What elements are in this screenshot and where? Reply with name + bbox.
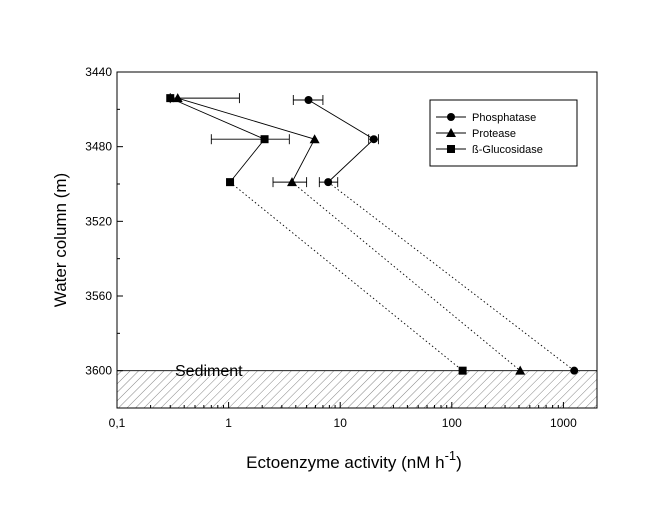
phosphatase-sediment-point — [570, 366, 579, 375]
y-tick-label: 3440 — [85, 65, 112, 79]
y-tick-label: 3520 — [85, 214, 112, 228]
x-axis-title-superscript: -1 — [445, 448, 457, 463]
glucosidase-line — [170, 97, 266, 183]
legend-marker-phosphatase — [447, 113, 455, 121]
protease-sediment-line — [291, 181, 521, 372]
glucosidase-point — [260, 135, 269, 144]
legend-marker-glucosidase — [447, 145, 455, 153]
y-tick-label: 3480 — [85, 140, 112, 154]
legend-label-protease: Protease — [472, 128, 516, 140]
y-tick-label: 3560 — [85, 289, 112, 303]
protease-point — [309, 134, 320, 144]
sediment-label: Sediment — [175, 363, 243, 380]
x-tick-label: 0,1 — [109, 416, 126, 430]
phosphatase-point — [304, 96, 313, 104]
sediment-band — [117, 370, 597, 408]
phosphatase-point — [369, 135, 378, 144]
y-axis-title: Water column (m) — [51, 173, 70, 307]
x-tick-label: 1 — [225, 416, 232, 430]
legend-marker-protease — [446, 128, 456, 137]
protease-sediment-point — [515, 365, 526, 375]
glucosidase-sediment-point — [458, 366, 467, 375]
protease-point — [287, 177, 298, 187]
legend: Phosphatase Protease ß-Glucosidase — [429, 99, 578, 167]
x-axis-title: Ectoenzyme activity (nM h-1) — [246, 448, 462, 472]
legend-label-glucosidase: ß-Glucosidase — [472, 144, 543, 156]
glucosidase-point — [166, 94, 175, 103]
x-tick-label: 10 — [334, 416, 348, 430]
phosphatase-sediment-line — [327, 181, 575, 372]
legend-label-phosphatase: Phosphatase — [472, 112, 536, 124]
phosphatase-point — [324, 178, 333, 187]
glucosidase-sediment-line — [229, 181, 463, 372]
y-tick-label: 3600 — [85, 364, 112, 378]
x-tick-label: 1000 — [550, 416, 577, 430]
plot-frame — [116, 71, 598, 409]
x-axis-title-close: ) — [456, 453, 462, 472]
x-axis-title-text: Ectoenzyme activity (nM h — [246, 453, 444, 472]
glucosidase-point — [226, 178, 235, 187]
x-tick-label: 100 — [442, 416, 462, 430]
